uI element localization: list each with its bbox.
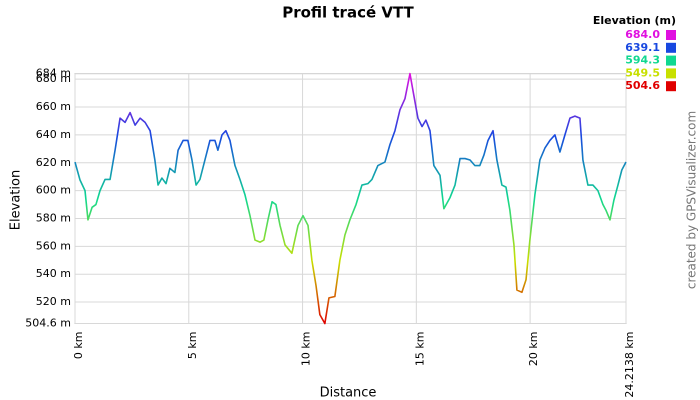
y-tick-label: 620 m bbox=[36, 156, 71, 169]
y-axis-label: Elevation bbox=[9, 170, 24, 230]
legend-swatch bbox=[666, 81, 676, 92]
legend-label: 639.1 bbox=[625, 41, 660, 54]
x-tick-label: 5 km bbox=[186, 332, 199, 360]
x-axis-label: Distance bbox=[320, 386, 377, 400]
legend-swatch bbox=[666, 68, 676, 79]
x-tick-label: 20 km bbox=[527, 332, 540, 367]
x-tick-label: 24.2138 km bbox=[623, 332, 636, 398]
legend-title: Elevation (m) bbox=[593, 14, 676, 27]
y-tick-label: 640 m bbox=[36, 128, 71, 141]
y-tick-label: 580 m bbox=[36, 211, 71, 224]
x-tick-label: 10 km bbox=[300, 332, 313, 367]
legend-swatch bbox=[666, 55, 676, 66]
x-tick-label: 15 km bbox=[413, 332, 426, 367]
x-tick-label: 0 km bbox=[72, 332, 85, 360]
plot-area bbox=[74, 73, 627, 324]
y-tick-label: 560 m bbox=[36, 239, 71, 252]
legend-swatch bbox=[666, 30, 676, 40]
legend-label: 684.0 bbox=[625, 28, 660, 41]
legend-label: 504.6 bbox=[625, 79, 660, 92]
legend-label: 549.5 bbox=[625, 66, 660, 79]
elevation-line bbox=[74, 72, 627, 325]
credit: created by GPSVisualizer.com bbox=[685, 111, 699, 289]
y-tick-label: 540 m bbox=[36, 267, 71, 280]
y-tick-label: 600 m bbox=[36, 184, 71, 197]
legend-label: 594.3 bbox=[625, 54, 660, 67]
chart-title: Profil tracé VTT bbox=[282, 4, 414, 22]
y-tick-label: 520 m bbox=[36, 295, 71, 308]
y-tick-label: 680 m bbox=[36, 72, 71, 85]
y-tick-label: 660 m bbox=[36, 100, 71, 113]
y-tick-label: 684 m bbox=[36, 67, 71, 80]
legend-swatch bbox=[666, 42, 676, 53]
y-tick-label: 504.6 m bbox=[25, 317, 71, 330]
